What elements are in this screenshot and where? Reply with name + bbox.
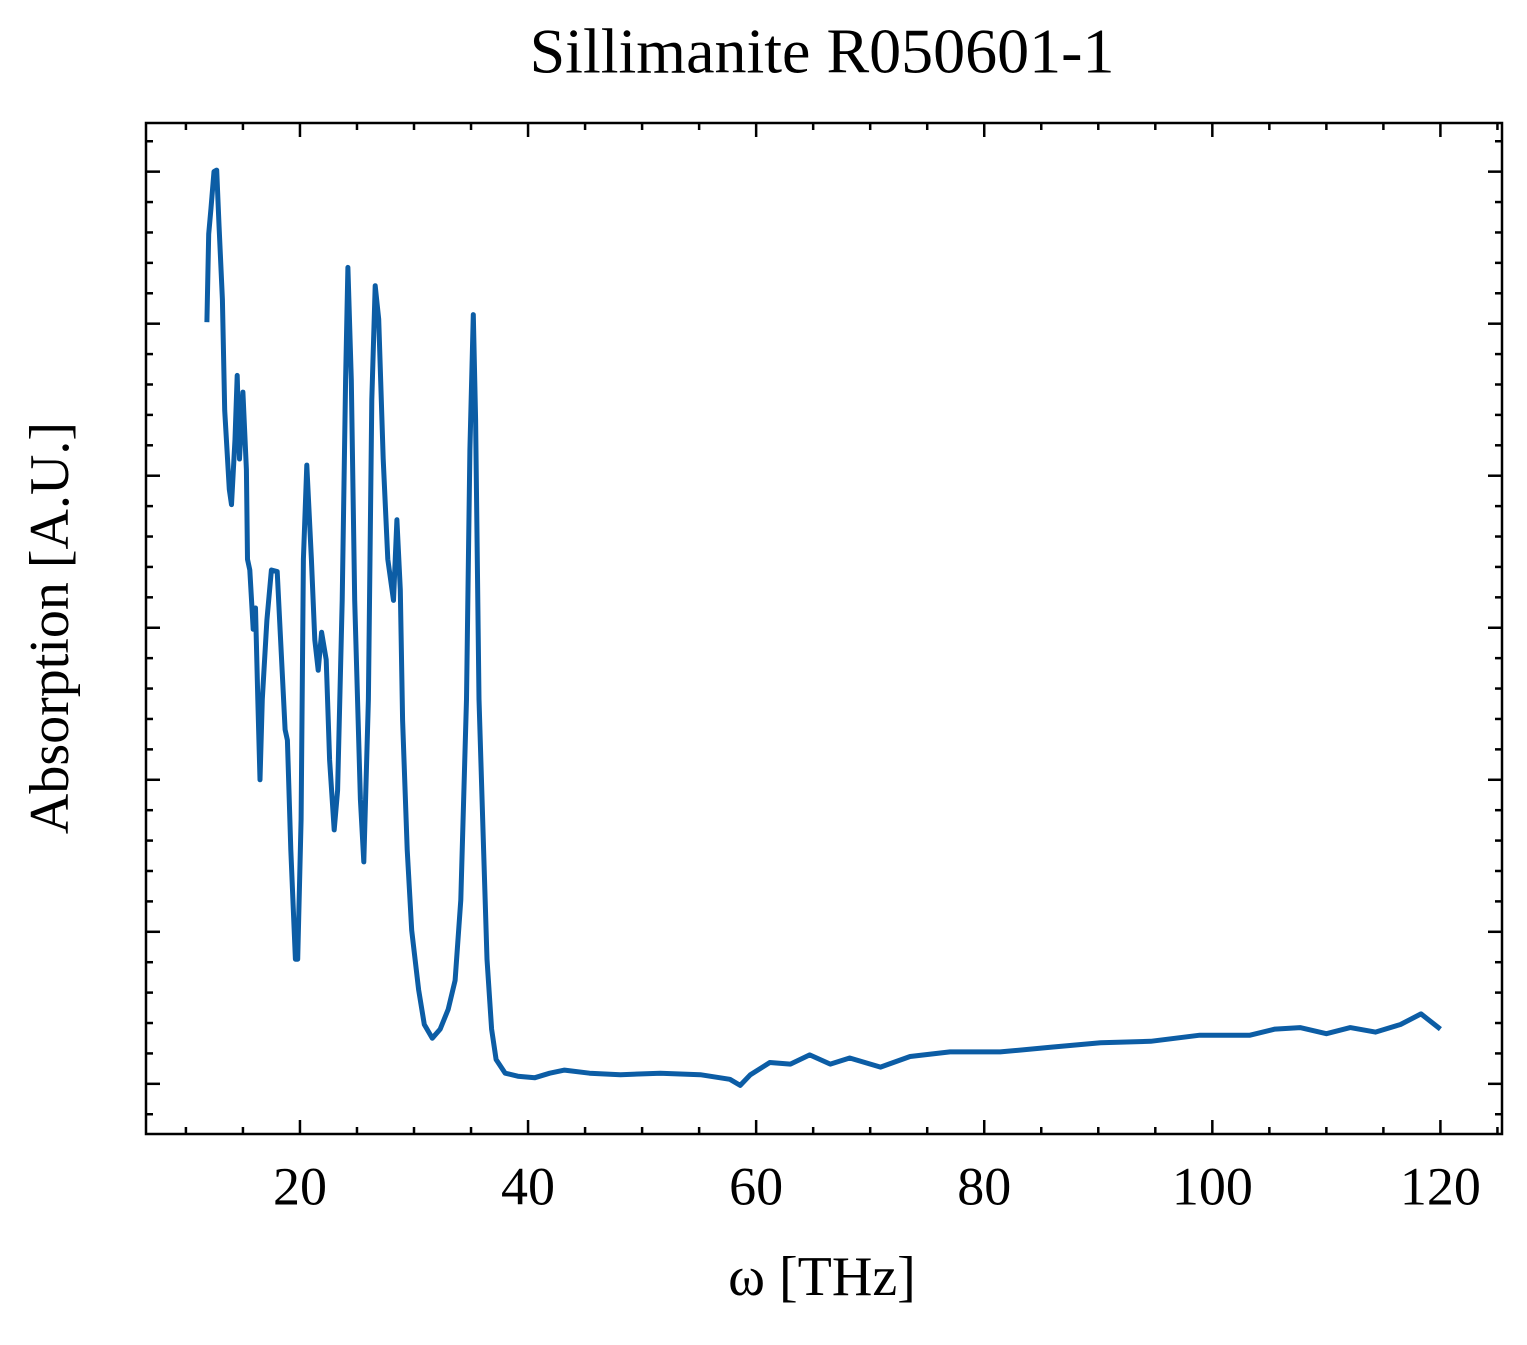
x-axis-label: ω [THz] — [728, 1246, 916, 1308]
x-tick-label: 60 — [729, 1156, 783, 1216]
x-tick-label: 80 — [957, 1156, 1011, 1216]
x-tick-label: 40 — [501, 1156, 555, 1216]
x-tick-label: 100 — [1172, 1156, 1253, 1216]
y-axis-label: Absorption [A.U.] — [19, 422, 81, 834]
x-tick-label: 120 — [1400, 1156, 1481, 1216]
x-tick-label: 20 — [273, 1156, 327, 1216]
chart-title: Sillimanite R050601-1 — [530, 16, 1115, 87]
data-line — [204, 167, 1442, 1088]
